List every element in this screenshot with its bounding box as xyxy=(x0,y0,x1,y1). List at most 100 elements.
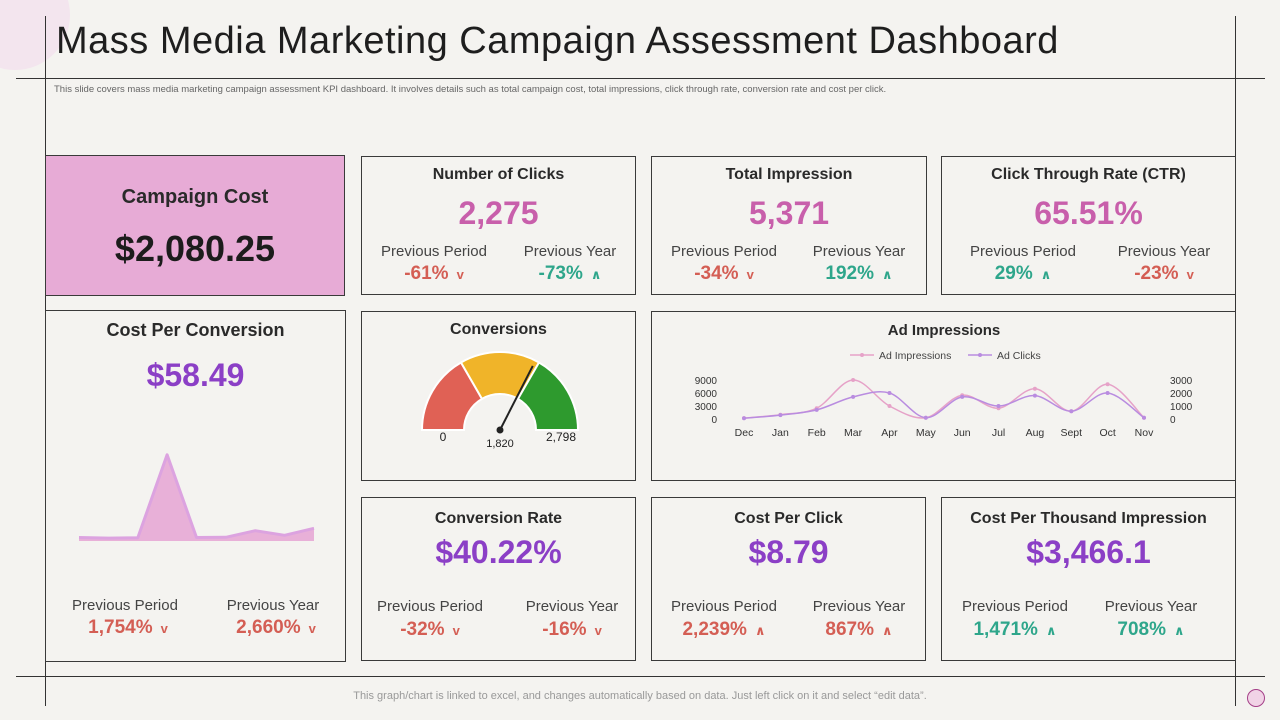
prev-period-label: Previous Period xyxy=(970,243,1076,260)
y-left-tick-label: 3000 xyxy=(695,402,718,413)
kpi-value: 65.51% xyxy=(1034,195,1143,231)
x-tick-label: Feb xyxy=(808,427,826,439)
prev-period-delta: 29% ∧ xyxy=(953,263,1093,285)
arrow-down-icon: v xyxy=(1186,267,1194,282)
prev-year-delta: -73% ∧ xyxy=(500,263,640,285)
arrow-up-icon: ∧ xyxy=(882,623,893,638)
y-right-tick-label: 3000 xyxy=(1170,376,1193,387)
frame-bottom-line xyxy=(16,676,1265,677)
cpc-conversion-title: Cost Per Conversion xyxy=(106,320,285,340)
arrow-down-icon: v xyxy=(308,621,316,636)
prev-period-delta: -34% v xyxy=(654,263,794,285)
y-left-tick-label: 9000 xyxy=(695,376,718,387)
series-point-1 xyxy=(742,416,746,421)
x-tick-label: May xyxy=(916,427,937,439)
prev-period-label: Previous Period xyxy=(962,598,1068,615)
campaign-cost-label: Campaign Cost xyxy=(121,186,269,208)
kpi-card-cpm: Cost Per Thousand Impression $3,466.1 Pr… xyxy=(941,497,1236,661)
kpi-value: $8.79 xyxy=(748,534,829,570)
delta-value: 29% xyxy=(994,263,1033,284)
legend-label-0: Ad Impressions xyxy=(879,350,951,362)
series-line-1 xyxy=(743,390,1145,420)
x-tick-label: Aug xyxy=(1026,427,1045,439)
prev-year-delta: 867% ∧ xyxy=(789,619,929,641)
prev-year-label: Previous Year xyxy=(1104,598,1198,615)
gauge-needle xyxy=(499,365,534,431)
series-point-1 xyxy=(851,394,856,399)
area-line xyxy=(78,453,315,540)
arrow-up-icon: ∧ xyxy=(754,623,766,638)
prev-period-delta: -32% v xyxy=(360,619,500,641)
kpi-value: $40.22% xyxy=(435,534,562,570)
cost-trend-chart xyxy=(78,453,315,541)
gauge-band-high xyxy=(516,361,580,431)
kpi-card-impressions: Total Impression 5,371 Previous Period P… xyxy=(651,156,927,295)
delta-value: -16% xyxy=(542,619,587,640)
legend-marker-0 xyxy=(860,353,864,357)
series-point-0 xyxy=(887,404,892,408)
kpi-title: Total Impression xyxy=(725,166,853,183)
prev-year-delta: 2,660% v xyxy=(206,617,346,639)
prev-year-label: Previous Year xyxy=(812,598,906,615)
series-point-1 xyxy=(814,407,819,412)
arrow-down-icon: v xyxy=(746,267,754,282)
page-title: Mass Media Marketing Campaign Assessment… xyxy=(56,20,1059,62)
x-tick-label: Jan xyxy=(772,427,789,439)
kpi-title: Cost Per Thousand Impression xyxy=(970,510,1207,527)
kpi-card-cost-per-click: Cost Per Click $8.79 Previous Period Pre… xyxy=(651,497,926,661)
prev-period-label: Previous Period xyxy=(671,598,777,615)
prev-period-label: Previous Period xyxy=(381,243,487,260)
prev-period-delta: 1,471% ∧ xyxy=(945,619,1085,641)
gauge-value-label: 1,820 xyxy=(486,438,514,450)
delta-value: 2,239% xyxy=(682,619,747,640)
arrow-down-icon: v xyxy=(160,621,168,636)
prev-year-label: Previous Year xyxy=(1117,243,1211,260)
series-point-1 xyxy=(1105,391,1110,395)
prev-year-delta: 192% ∧ xyxy=(789,263,929,285)
delta-value: 708% xyxy=(1117,619,1167,640)
series-point-0 xyxy=(1105,382,1110,387)
x-tick-label: Nov xyxy=(1135,427,1154,439)
series-point-1 xyxy=(887,391,892,395)
area-fill xyxy=(79,454,314,541)
y-right-tick-label: 1000 xyxy=(1170,402,1193,413)
frame-top-line xyxy=(16,78,1265,79)
page-number-badge xyxy=(1247,689,1265,707)
series-point-1 xyxy=(923,415,928,420)
series-point-0 xyxy=(1032,386,1037,391)
delta-value: -61% xyxy=(404,263,449,284)
prev-period-delta: -61% v xyxy=(364,263,504,285)
footer-note: This graph/chart is linked to excel, and… xyxy=(353,690,927,702)
x-tick-label: Jul xyxy=(992,427,1005,439)
arrow-up-icon: ∧ xyxy=(1040,267,1052,282)
arrow-up-icon: ∧ xyxy=(882,267,893,282)
campaign-cost-card: Campaign Cost $2,080.25 xyxy=(45,155,345,296)
delta-value: 1,471% xyxy=(973,619,1038,640)
series-point-1 xyxy=(778,413,783,418)
prev-period-delta: 2,239% ∧ xyxy=(654,619,794,641)
arrow-up-icon: ∧ xyxy=(1045,623,1057,638)
kpi-value: $3,466.1 xyxy=(1026,534,1151,570)
kpi-value: 5,371 xyxy=(748,195,830,231)
y-left-tick-label: 0 xyxy=(711,415,717,426)
prev-period-delta: 1,754% v xyxy=(58,617,198,639)
series-point-1 xyxy=(996,404,1001,408)
prev-year-label: Previous Year xyxy=(525,598,619,615)
prev-period-label: Previous Period xyxy=(377,598,483,615)
kpi-title: Conversion Rate xyxy=(434,510,563,527)
x-tick-label: Jun xyxy=(954,427,971,439)
prev-year-label: Previous Year xyxy=(812,243,906,260)
conversions-gauge: 0 2,798 1,820 xyxy=(420,351,580,450)
gauge-min-label: 0 xyxy=(440,430,447,444)
conversions-card: Conversions 0 2,798 1,820 xyxy=(361,311,636,481)
x-tick-label: Apr xyxy=(881,427,898,439)
arrow-up-icon: ∧ xyxy=(590,267,602,282)
cpc-conversion-value: $58.49 xyxy=(146,357,245,393)
delta-value: -23% xyxy=(1134,263,1179,284)
series-point-1 xyxy=(1069,409,1074,414)
y-left-tick-label: 6000 xyxy=(695,389,718,400)
delta-value: -73% xyxy=(538,263,583,284)
x-tick-label: Mar xyxy=(844,427,863,439)
ad-impressions-card: Ad Impressions Ad Impressions Ad Clicks 900… xyxy=(651,311,1236,481)
ad-chart-title: Ad Impressions xyxy=(888,322,1001,339)
